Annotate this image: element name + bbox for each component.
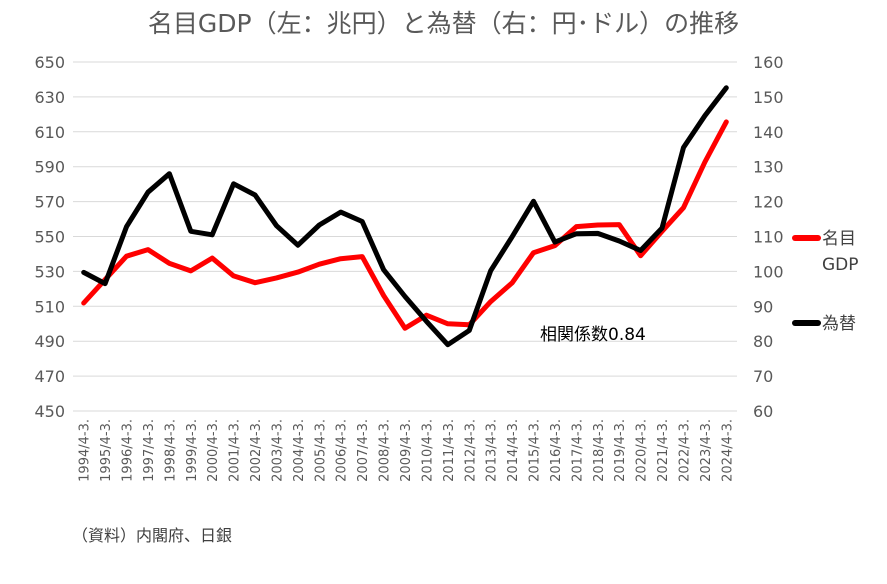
legend-label: 為替 [822,314,856,334]
x-tick-label: 2006/4-3. [335,419,350,482]
x-tick-label: 2012/4-3. [463,419,478,482]
x-tick-label: 2009/4-3. [399,419,414,482]
left-axis-tick-label: 490 [34,332,65,351]
x-tick-label: 1997/4-3. [142,419,157,482]
left-axis-tick-label: 450 [34,402,65,421]
legend-label: 名目 [822,229,856,249]
x-tick-label: 2014/4-3. [506,419,521,482]
x-tick-label: 2000/4-3. [206,419,221,482]
x-tick-label: 2007/4-3. [356,419,371,482]
x-tick-label: 1995/4-3. [99,419,114,482]
right-axis-tick-label: 120 [753,193,784,212]
fx-series-line [81,85,729,348]
left-axis-tick-label: 650 [34,53,65,72]
x-tick-label: 2017/4-3. [570,419,585,482]
x-tick-label: 2021/4-3. [656,419,671,482]
x-tick-label: 2004/4-3. [292,419,307,482]
x-axis-ticks: 1994/4-3. 1995/4-3. 1996/4-3. 1997/4-3. 1998… [78,419,736,482]
x-tick-label: 2018/4-3. [592,419,607,482]
series-lines [81,85,729,348]
x-tick-label: 2008/4-3. [378,419,393,482]
right-axis-tick-label: 100 [753,262,784,281]
left-axis-tick-label: 530 [34,262,65,281]
left-axis-tick-label: 550 [34,228,65,247]
x-tick-label: 1996/4-3. [121,419,136,482]
correlation-annotation: 相関係数0.84 [540,325,646,345]
left-axis-tick-label: 510 [34,297,65,316]
x-tick-label: 2019/4-3. [613,419,628,482]
x-tick-label: 2016/4-3. [549,419,564,482]
legend: 名目 GDP 為替 [792,229,859,334]
legend-label: GDP [822,255,859,275]
x-tick-label: 2015/4-3. [528,419,543,482]
right-axis-ticks: 160 150 140 130 120 110 100 90 80 70 60 [753,53,784,421]
gdp-series-line [81,119,729,331]
right-axis-tick-label: 160 [753,53,784,72]
x-tick-label: 2005/4-3. [313,419,328,482]
x-tick-label: 2002/4-3. [249,419,264,482]
left-axis-tick-label: 610 [34,123,65,142]
x-tick-label: 2001/4-3. [228,419,243,482]
left-axis-tick-label: 590 [34,158,65,177]
right-axis-tick-label: 80 [753,332,773,351]
right-axis-tick-label: 60 [753,402,773,421]
x-tick-label: 2013/4-3. [485,419,500,482]
x-tick-label: 2024/4-3. [720,419,735,482]
x-tick-label: 1994/4-3. [78,419,93,482]
right-axis-tick-label: 150 [753,88,784,107]
left-axis-tick-label: 470 [34,367,65,386]
x-tick-label: 2023/4-3. [699,419,714,482]
x-tick-label: 2010/4-3. [420,419,435,482]
source-note: （資料）内閣府、日銀 [72,526,233,545]
left-axis-ticks: 650 630 610 590 570 550 530 510 490 470 450 [34,53,65,421]
left-axis-tick-label: 630 [34,88,65,107]
x-tick-label: 1999/4-3. [185,419,200,482]
x-tick-label: 1998/4-3. [163,419,178,482]
right-axis-tick-label: 140 [753,123,784,142]
x-tick-label: 2011/4-3. [442,419,457,482]
x-tick-label: 2020/4-3. [635,419,650,482]
right-axis-tick-label: 110 [753,228,784,247]
x-tick-label: 2022/4-3. [677,419,692,482]
chart-title: 名目GDP（左：兆円）と為替（右：円･ドル）の推移 [147,9,740,38]
right-axis-tick-label: 90 [753,297,773,316]
x-tick-label: 2003/4-3. [270,419,285,482]
right-axis-tick-label: 130 [753,158,784,177]
gridlines [73,61,737,412]
left-axis-tick-label: 570 [34,193,65,212]
right-axis-tick-label: 70 [753,367,773,386]
